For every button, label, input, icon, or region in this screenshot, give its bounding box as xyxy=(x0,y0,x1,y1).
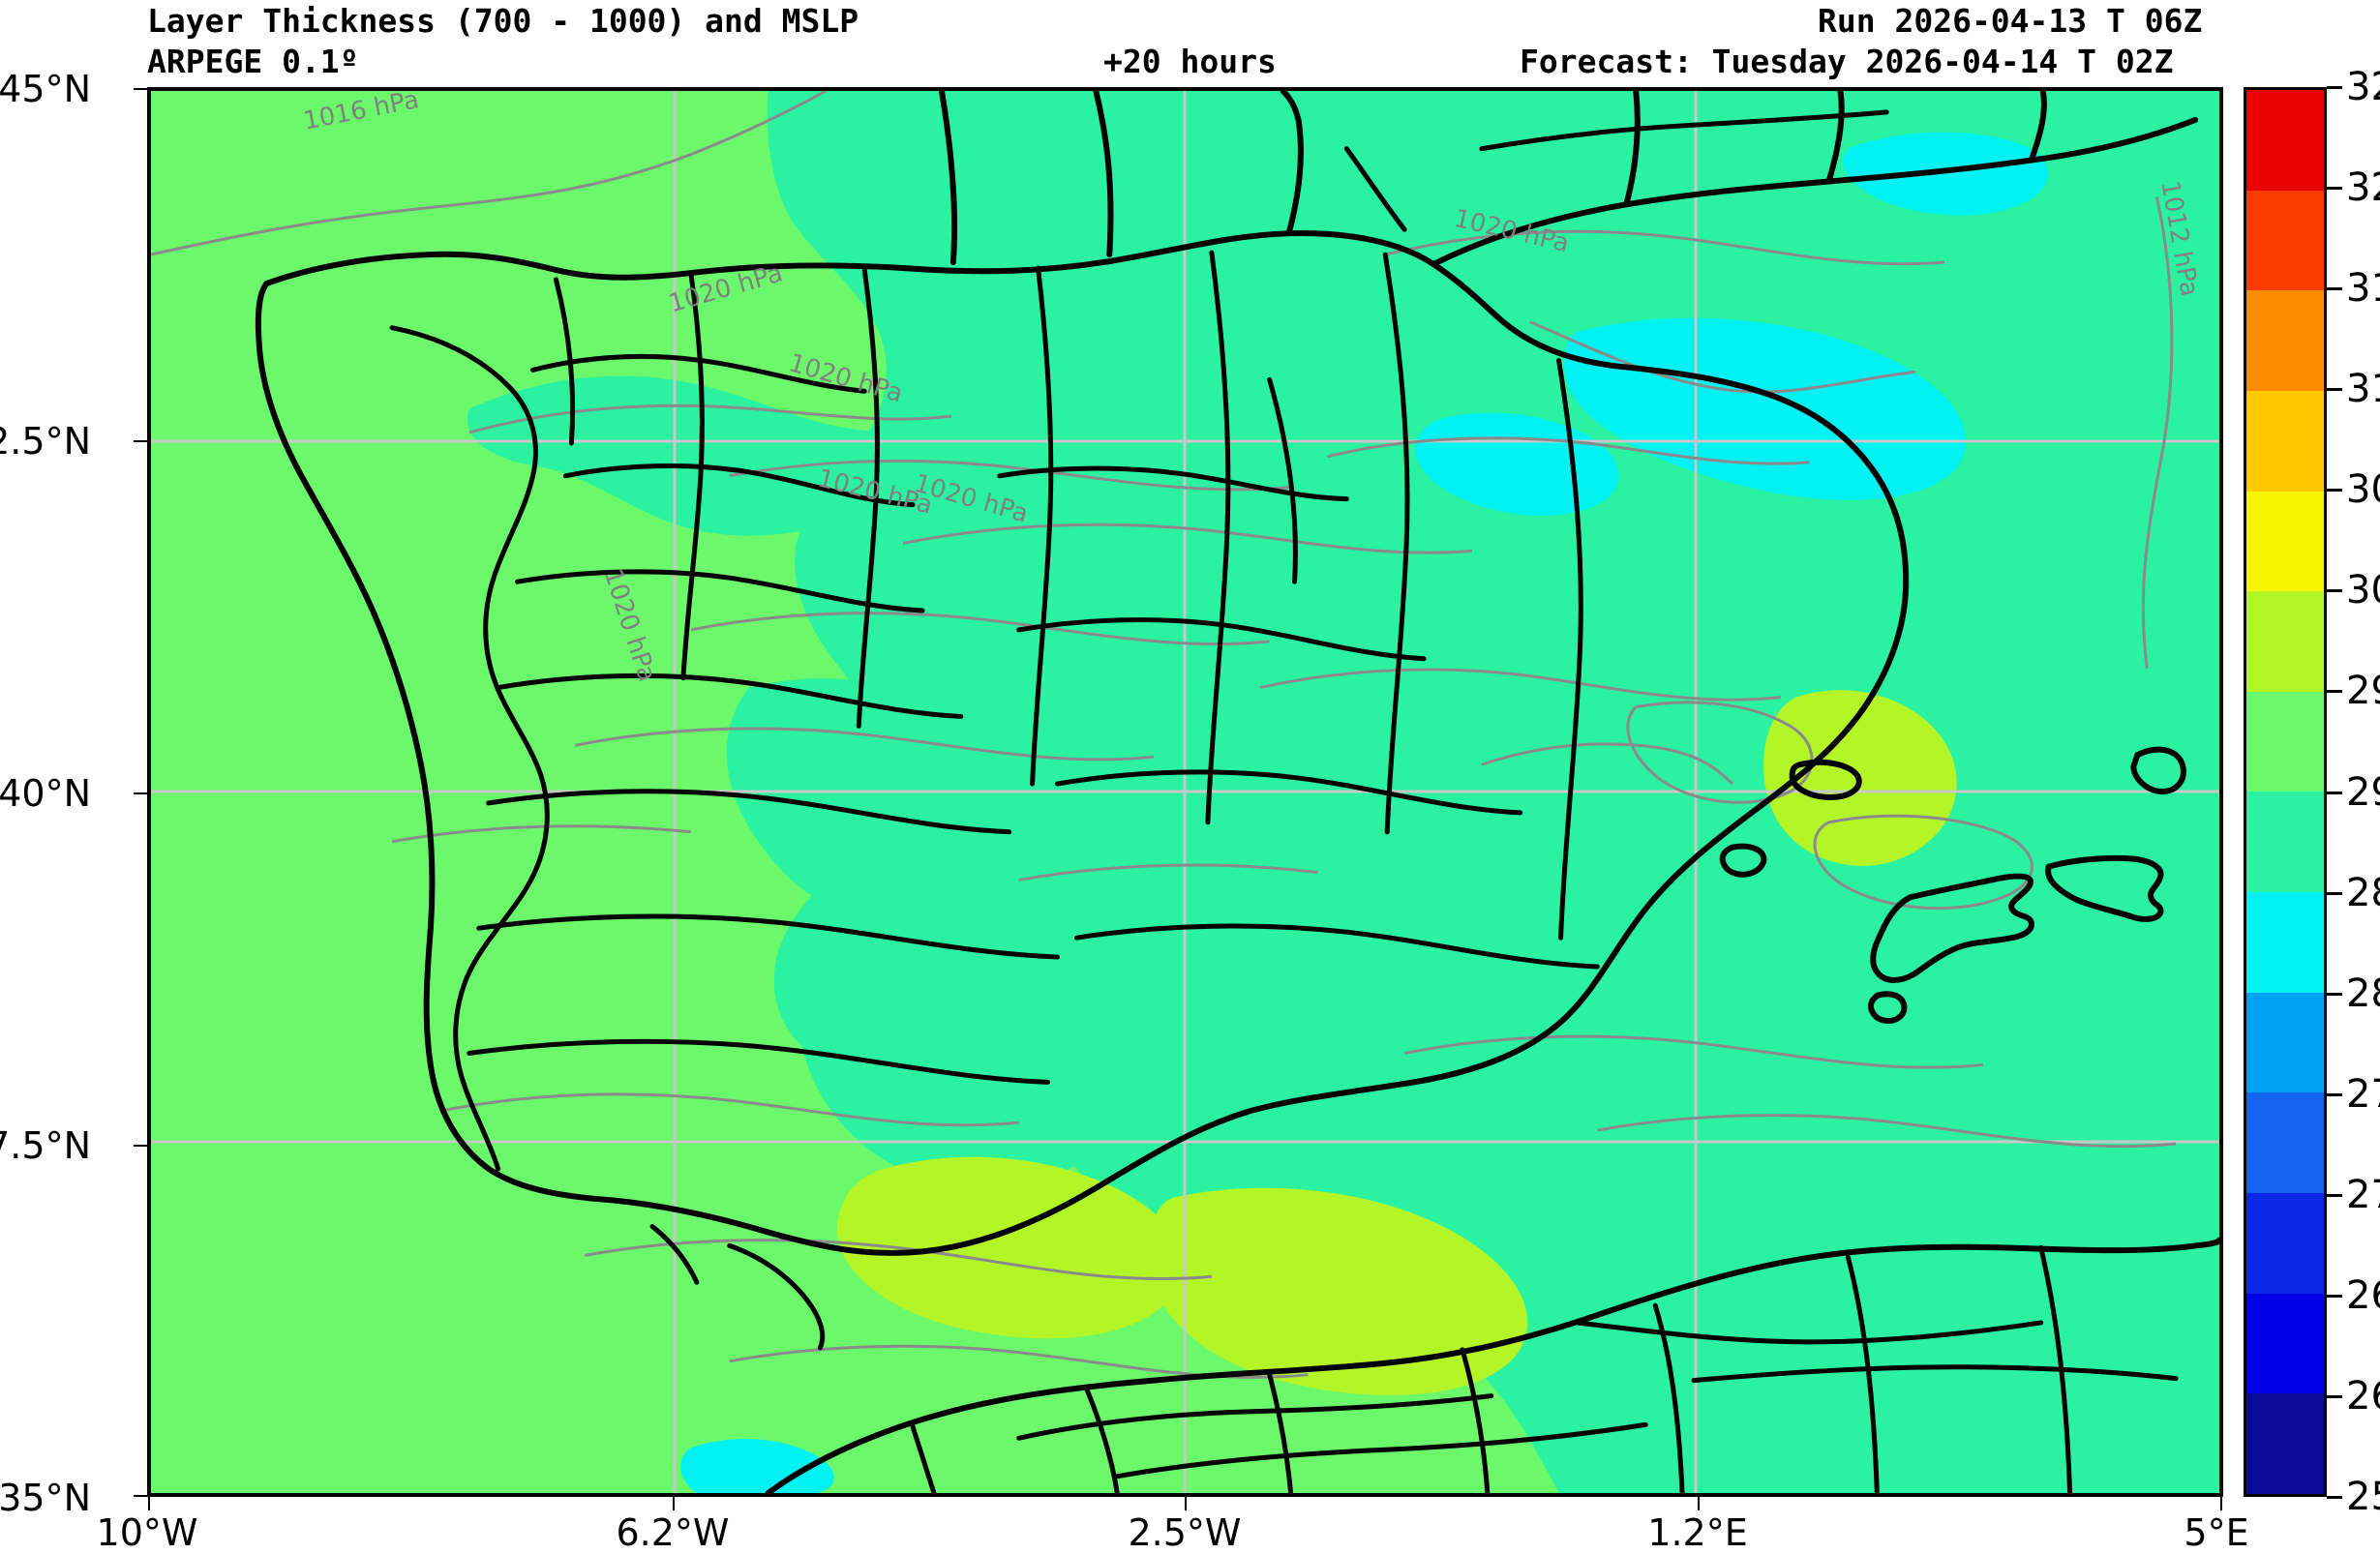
colorbar-tick-310 xyxy=(2327,388,2342,392)
ylabel-375n: 37.5°N xyxy=(0,1124,91,1167)
colorbar-tick-290 xyxy=(2327,791,2342,794)
colorbar-tick-315 xyxy=(2327,287,2342,291)
xlabel-10w: 10°W xyxy=(96,1511,198,1554)
colorbar-band-255-260 xyxy=(2246,1393,2324,1494)
colorbar-label-290: 290 xyxy=(2346,769,2380,815)
colorbar-label-260: 260 xyxy=(2346,1373,2380,1419)
xlabel-62w: 6.2°W xyxy=(616,1511,730,1554)
colorbar-tick-280 xyxy=(2327,992,2342,996)
lead-time-label: +20 hours xyxy=(1103,43,1277,80)
map-canvas: 1016 hPa 1020 hPa 1020 hPa 1020 hPa 1020… xyxy=(151,91,2219,1493)
colorbar-label-320: 320 xyxy=(2346,165,2380,211)
colorbar-tick-285 xyxy=(2327,891,2342,895)
colorbar-band-290-295 xyxy=(2246,691,2324,792)
colorbar-label-275: 275 xyxy=(2346,1071,2380,1117)
run-timestamp-label: Run 2026-04-13 T 06Z xyxy=(1818,2,2203,40)
ylabel-45n: 45°N xyxy=(0,68,91,110)
ylabel-40n: 40°N xyxy=(0,772,91,815)
model-label: ARPEGE 0.1º xyxy=(147,43,359,80)
colorbar-tick-265 xyxy=(2327,1294,2342,1298)
colorbar-tick-305 xyxy=(2327,489,2342,493)
ytick-35n xyxy=(134,1495,147,1497)
figure-title: Layer Thickness (700 - 1000) and MSLP xyxy=(147,2,859,40)
colorbar-label-285: 285 xyxy=(2346,870,2380,915)
colorbar-band-275-280 xyxy=(2246,992,2324,1093)
xtick-5e xyxy=(2220,1497,2222,1510)
colorbar-tick-295 xyxy=(2327,690,2342,694)
colorbar-band-270-275 xyxy=(2246,1092,2324,1194)
colorbar-band-280-285 xyxy=(2246,892,2324,993)
colorbar-label-270: 270 xyxy=(2346,1172,2380,1217)
ylabel-35n: 35°N xyxy=(0,1477,91,1519)
colorbar-band-260-265 xyxy=(2246,1293,2324,1394)
xtick-10w xyxy=(148,1497,150,1510)
colorbar-label-255: 255 xyxy=(2346,1475,2380,1519)
ylabel-425n: 42.5°N xyxy=(0,420,91,463)
colorbar-band-285-290 xyxy=(2246,792,2324,893)
map-plot-area: 1016 hPa 1020 hPa 1020 hPa 1020 hPa 1020… xyxy=(147,87,2223,1497)
forecast-valid-label: Forecast: Tuesday 2026-04-14 T 02Z xyxy=(1520,43,2174,80)
xlabel-12e: 1.2°E xyxy=(1647,1511,1748,1554)
colorbar-tick-275 xyxy=(2327,1092,2342,1096)
colorbar-band-265-270 xyxy=(2246,1193,2324,1294)
coastlines-and-borders xyxy=(255,91,2219,1493)
colorbar-tick-300 xyxy=(2327,589,2342,593)
colorbar-band-320-325 xyxy=(2246,90,2324,191)
colorbar-tick-255 xyxy=(2327,1496,2342,1499)
xtick-25w xyxy=(1185,1497,1187,1510)
colorbar-label-315: 315 xyxy=(2346,266,2380,312)
colorbar-label-300: 300 xyxy=(2346,568,2380,613)
colorbar-tick-320 xyxy=(2327,187,2342,191)
ytick-40n xyxy=(134,792,147,794)
colorbar-band-300-305 xyxy=(2246,491,2324,592)
colorbar-tick-260 xyxy=(2327,1394,2342,1398)
colorbar xyxy=(2244,87,2327,1497)
ytick-375n xyxy=(134,1145,147,1147)
xtick-12e xyxy=(1698,1497,1700,1510)
xlabel-25w: 2.5°W xyxy=(1128,1511,1242,1554)
mslp-isobars xyxy=(151,91,2177,1379)
ytick-425n xyxy=(134,440,147,442)
colorbar-tick-270 xyxy=(2327,1193,2342,1197)
thickness-band-280-285-corner xyxy=(1843,132,2049,216)
thickness-band-295-300-southeast xyxy=(1147,1187,1528,1396)
thickness-band-280-285-south-edge xyxy=(680,1439,834,1493)
xlabel-5e: 5°E xyxy=(2184,1511,2249,1554)
colorbar-label-265: 265 xyxy=(2346,1272,2380,1318)
colorbar-band-295-300 xyxy=(2246,591,2324,692)
colorbar-band-305-310 xyxy=(2246,390,2324,492)
thickness-band-285-290-center xyxy=(726,678,1035,925)
colorbar-label-310: 310 xyxy=(2346,367,2380,412)
thickness-band-285-290-andalusia xyxy=(795,933,1112,1188)
colorbar-band-315-320 xyxy=(2246,190,2324,291)
colorbar-label-305: 305 xyxy=(2346,467,2380,513)
colorbar-label-295: 295 xyxy=(2346,669,2380,714)
xtick-62w xyxy=(673,1497,675,1510)
ytick-45n xyxy=(134,88,147,90)
colorbar-label-280: 280 xyxy=(2346,971,2380,1016)
colorbar-label-325: 325 xyxy=(2346,65,2380,109)
thickness-band-295-300-alboran xyxy=(836,1156,1184,1339)
colorbar-band-310-315 xyxy=(2246,290,2324,391)
colorbar-tick-325 xyxy=(2327,86,2342,89)
